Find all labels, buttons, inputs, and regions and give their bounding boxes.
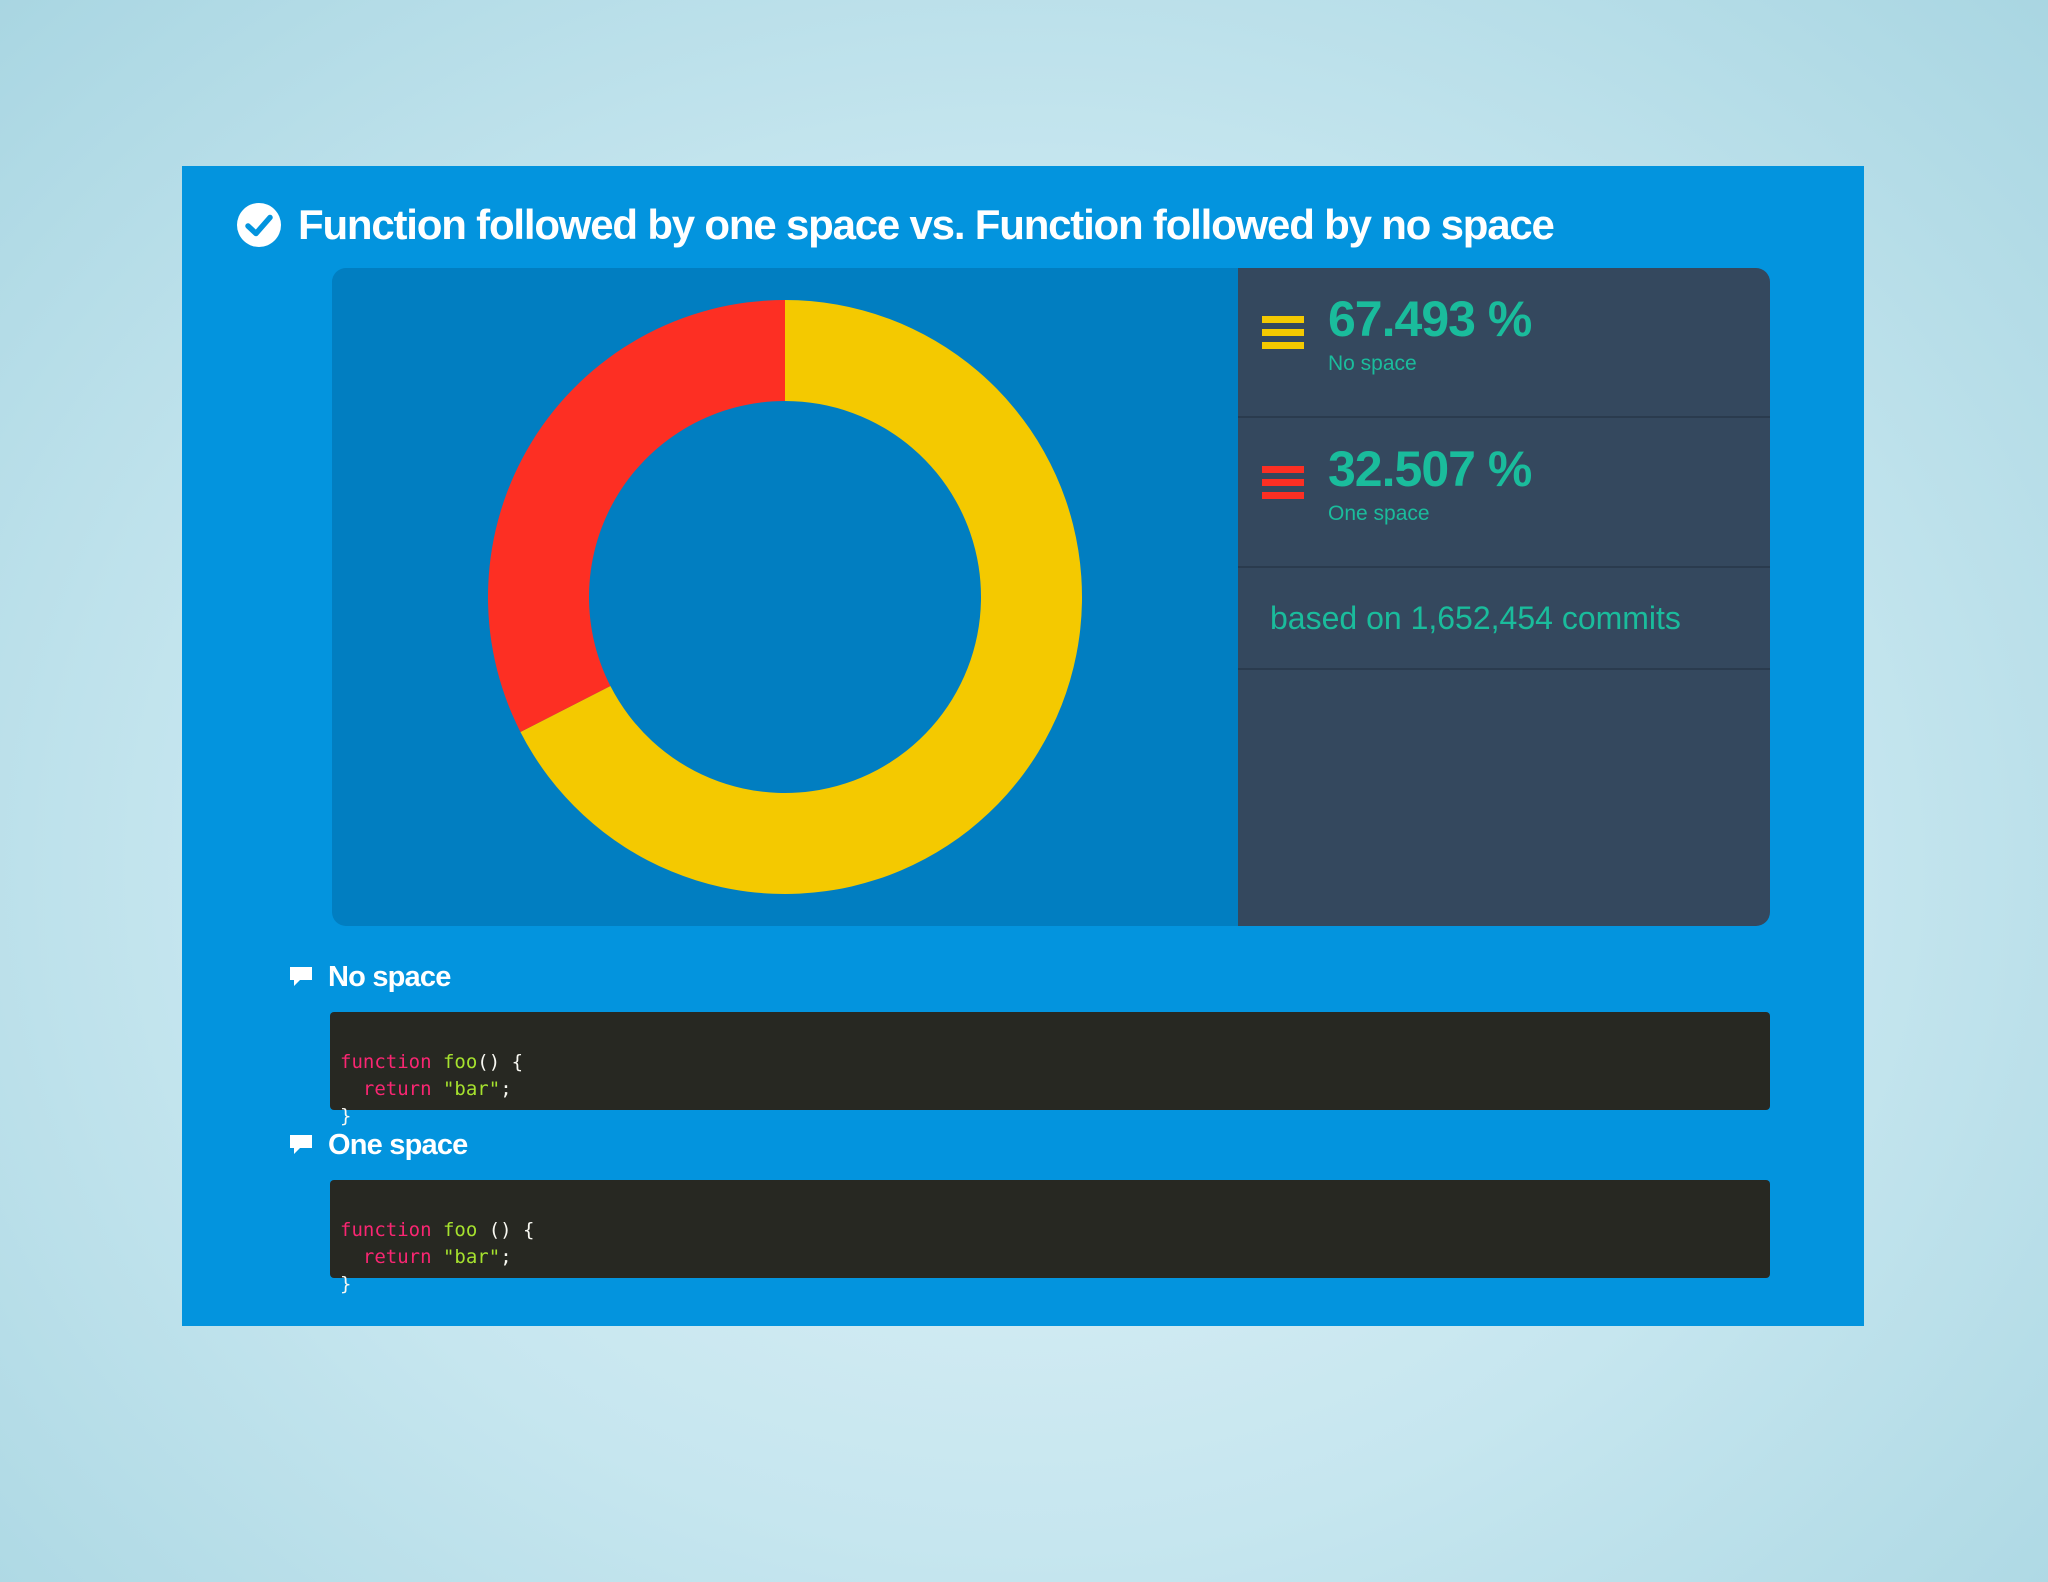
bar-line (1262, 316, 1304, 323)
donut-slice-no-space (520, 300, 1082, 894)
code-function-name: foo (442, 1219, 478, 1241)
bar-line (1262, 329, 1304, 336)
title-row: Function followed by one space vs. Funct… (236, 192, 1555, 258)
code-block-one-space: function foo () { return "bar"; } (330, 1180, 1770, 1295)
comment-icon (290, 1135, 312, 1154)
commits-count: based on 1,652,454 commits (1238, 568, 1770, 670)
bar-line (1262, 492, 1304, 499)
code-punctuation: ; (500, 1078, 512, 1100)
example-heading-no-space: No space (288, 957, 451, 997)
section-title: One space (328, 1128, 468, 1161)
bar-line (1262, 342, 1304, 349)
bar-line (1262, 479, 1304, 486)
check-circle-icon (237, 203, 281, 247)
bar-line (1262, 466, 1304, 473)
stat-no-space: 67.493 % No space (1238, 268, 1770, 418)
comment-icon (290, 967, 312, 986)
stat-label: No space (1328, 352, 1417, 375)
stats-list: 67.493 % No space 32.507 % One space bas… (1238, 268, 1770, 926)
code-keyword: function (340, 1219, 432, 1241)
code-signature: () { (477, 1051, 524, 1073)
stat-value: 67.493 % (1328, 291, 1532, 347)
code-punctuation: ; (500, 1246, 512, 1268)
code-string: "bar" (442, 1246, 501, 1268)
code-string: "bar" (442, 1078, 501, 1100)
code-signature: () { (477, 1219, 535, 1241)
section-title: No space (328, 960, 451, 993)
result-card: Function followed by one space vs. Funct… (182, 166, 1864, 1326)
code-block-no-space: function foo() { return "bar"; } (330, 1012, 1770, 1127)
stat-label: One space (1328, 502, 1430, 525)
code-function-name: foo (442, 1051, 478, 1073)
stat-value: 32.507 % (1328, 441, 1532, 497)
stat-one-space: 32.507 % One space (1238, 418, 1770, 568)
donut-chart-svg (488, 300, 1082, 894)
example-heading-one-space: One space (288, 1125, 468, 1165)
donut-slice-one-space (488, 300, 785, 732)
code-keyword: function (340, 1051, 432, 1073)
code-keyword: return (362, 1078, 432, 1100)
results-panel: 67.493 % No space 32.507 % One space bas… (332, 268, 1770, 926)
code-close-brace: } (340, 1273, 352, 1295)
bars-icon (1262, 466, 1304, 500)
bars-icon (1262, 316, 1304, 350)
code-keyword: return (362, 1246, 432, 1268)
page-title: Function followed by one space vs. Funct… (298, 201, 1555, 248)
donut-chart (332, 268, 1238, 926)
code-close-brace: } (340, 1105, 352, 1127)
